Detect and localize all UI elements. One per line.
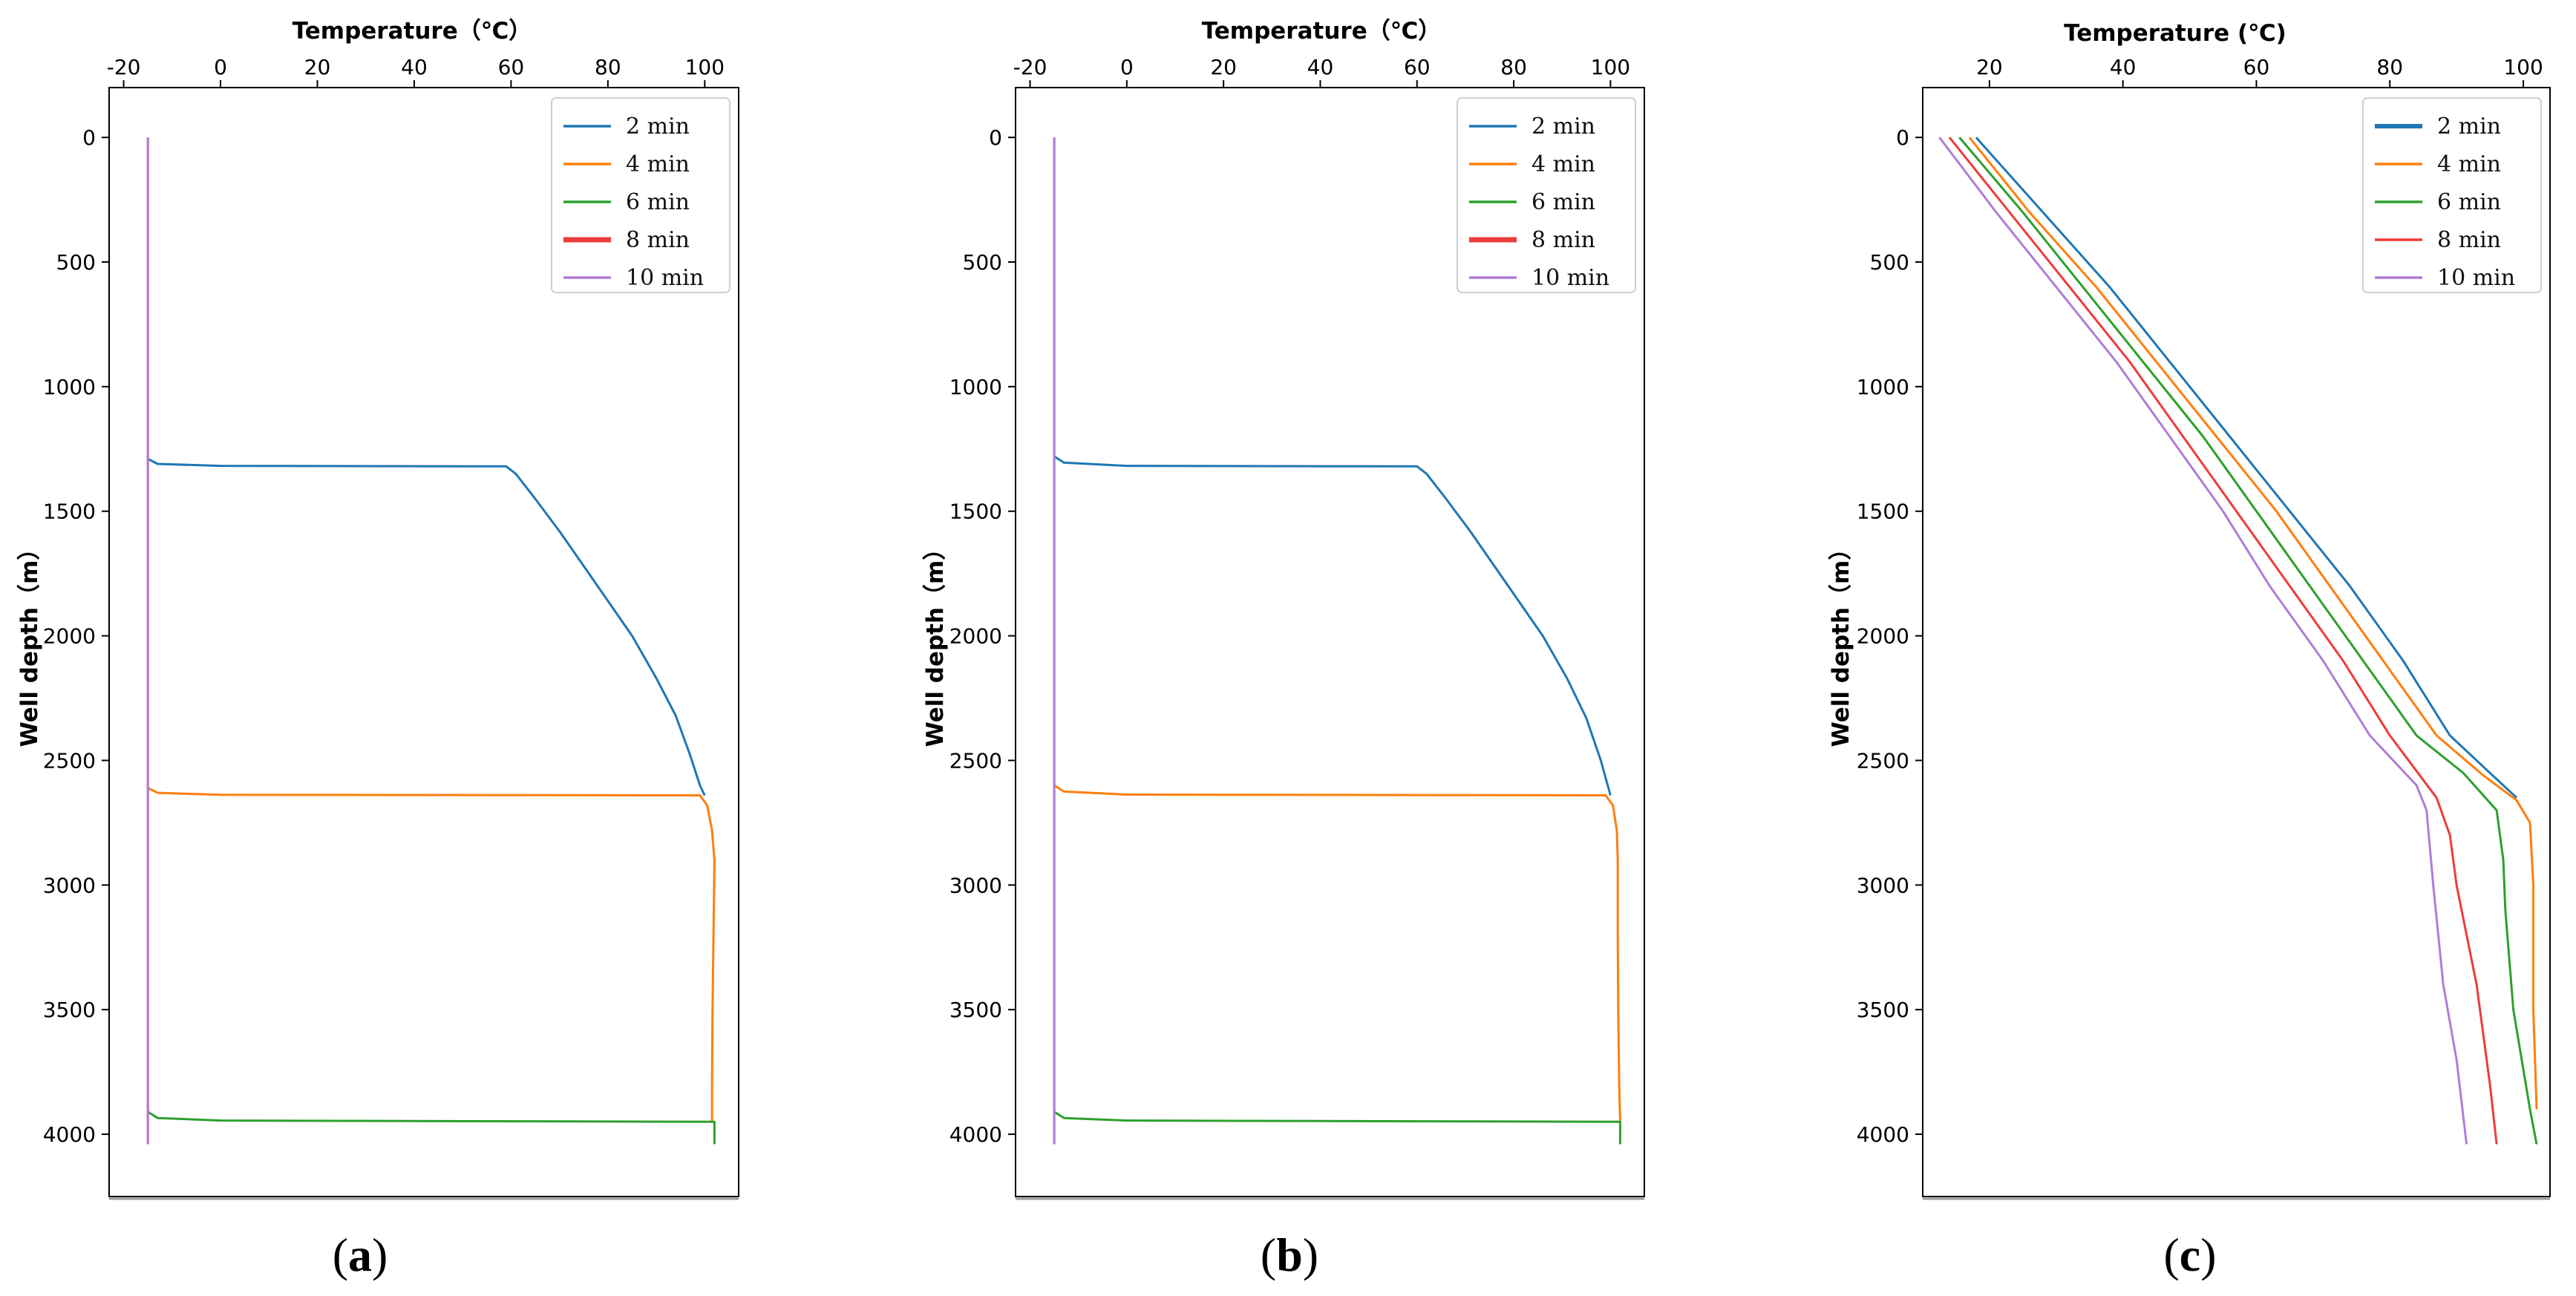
x-tick-label: 40 (401, 55, 428, 79)
x-tick-label: 80 (2376, 55, 2403, 79)
legend-entry: 4 min (1531, 151, 1595, 177)
y-tick-label: 0 (1896, 125, 1909, 150)
y-tick-label: 2500 (1857, 748, 1909, 773)
y-tick-label: 2000 (43, 624, 96, 649)
series-line-2-min (1975, 137, 2518, 799)
series-line-2-min (1053, 455, 1612, 796)
legend-entry: 8 min (2437, 227, 2501, 253)
x-tick-label: 60 (498, 55, 525, 79)
y-tick-label: 500 (963, 250, 1002, 275)
y-tick-label: 4000 (1857, 1122, 1909, 1147)
legend-entry: 4 min (626, 151, 690, 177)
y-tick-label: 3000 (949, 873, 1002, 897)
x-axis-title: Temperature（℃） (1202, 18, 1442, 45)
x-tick-label: 20 (1976, 55, 2003, 79)
axes-frame (108, 87, 739, 1197)
y-tick-label: 1000 (1857, 375, 1909, 399)
panel-label: (b) (1261, 1228, 1318, 1281)
legend-entry: 10 min (626, 265, 704, 291)
y-tick-label: 2000 (949, 624, 1002, 649)
legend-box (1457, 97, 1636, 293)
x-tick-label: 80 (1500, 55, 1527, 79)
x-tick-label: 60 (2243, 55, 2270, 79)
y-tick-label: 1000 (43, 375, 96, 399)
series-line-6-min (1958, 137, 2538, 1145)
y-tick-label: 500 (56, 250, 96, 275)
series-line-10-min (1938, 137, 2468, 1145)
legend: 2 min 4 min 6 min 8 min 10 min (1457, 97, 1636, 293)
y-tick-label: 3500 (43, 998, 96, 1022)
panel-label: (a) (333, 1228, 388, 1281)
series-line-8-min (1948, 137, 2498, 1145)
legend-entry: 4 min (2437, 151, 2501, 177)
x-tick-label: 100 (685, 55, 725, 79)
y-tick-label: 500 (1870, 250, 1909, 275)
x-tick-label: 40 (2110, 55, 2137, 79)
x-tick-label: 40 (1307, 55, 1334, 79)
x-tick-label: 0 (1120, 55, 1134, 79)
y-tick-label: 4000 (949, 1122, 1002, 1147)
y-tick-label: 2500 (43, 748, 96, 773)
legend-entry: 6 min (1531, 189, 1595, 215)
x-tick-label: -20 (107, 55, 141, 79)
x-tick-label: 80 (595, 55, 621, 79)
legend: 2 min 4 min 6 min 8 min 10 min (2362, 97, 2542, 293)
series-line-4-min (1053, 784, 1621, 1122)
y-axis-title: Well depth（m） (922, 537, 949, 747)
y-tick-label: 2500 (949, 748, 1002, 773)
x-tick-label: 100 (1591, 55, 1630, 79)
y-tick-label: 3500 (949, 998, 1002, 1022)
legend-entry: 10 min (1531, 265, 1609, 291)
y-tick-label: 2000 (1857, 624, 1909, 649)
y-tick-label: 1000 (949, 375, 1002, 399)
y-tick-label: 0 (82, 125, 96, 150)
y-tick-label: 3000 (1857, 873, 1909, 897)
legend-entry: 2 min (2437, 114, 2501, 140)
series-line-6-min (147, 1110, 716, 1145)
x-tick-label: 100 (2503, 55, 2543, 79)
legend-entry: 10 min (2437, 265, 2515, 291)
x-tick-label: 60 (1404, 55, 1431, 79)
x-tick-label: -20 (1013, 55, 1047, 79)
y-tick-label: 3000 (43, 873, 96, 897)
chart-panel-b: -20 0 20 40 60 80 1000500100015002000250030003… (922, 18, 1645, 1281)
x-tick-label: 20 (1210, 55, 1237, 79)
legend-entry: 8 min (626, 227, 690, 253)
y-tick-label: 1500 (43, 500, 96, 524)
legend-entry: 6 min (2437, 189, 2501, 215)
legend-entry: 8 min (1531, 227, 1595, 253)
series-line-4-min (147, 787, 716, 1122)
series-line-2-min (147, 457, 706, 796)
x-tick-label: 20 (304, 55, 331, 79)
axes-frame (1015, 87, 1645, 1197)
x-axis-title: Temperature (℃) (2064, 20, 2286, 47)
legend-entry: 2 min (1531, 114, 1595, 140)
axes-frame (1922, 87, 2551, 1197)
y-tick-label: 0 (989, 125, 1002, 150)
y-tick-label: 1500 (1857, 500, 1909, 524)
legend-box (2362, 97, 2542, 293)
x-axis-title: Temperature（℃） (292, 18, 532, 45)
x-tick-label: 0 (214, 55, 227, 79)
legend: 2 min 4 min 6 min 8 min 10 min (551, 97, 730, 293)
y-tick-label: 4000 (43, 1122, 96, 1147)
legend-entry: 2 min (626, 114, 690, 140)
legend-box (551, 97, 730, 293)
series-line-6-min (1053, 1110, 1621, 1145)
y-tick-label: 3500 (1857, 998, 1909, 1022)
y-axis-title: Well depth（m） (1828, 537, 1854, 747)
y-tick-label: 1500 (949, 500, 1002, 524)
y-axis-title: Well depth（m） (16, 537, 43, 747)
panel-label: (c) (2163, 1228, 2216, 1281)
legend-entry: 6 min (626, 189, 690, 215)
series-line-4-min (1968, 137, 2538, 1110)
chart-panel-c: 20 40 60 80 10005001000150020002500300035004… (1828, 20, 2551, 1281)
chart-panel-a: -20 0 20 40 60 80 1000500100015002000250030003… (16, 18, 739, 1281)
